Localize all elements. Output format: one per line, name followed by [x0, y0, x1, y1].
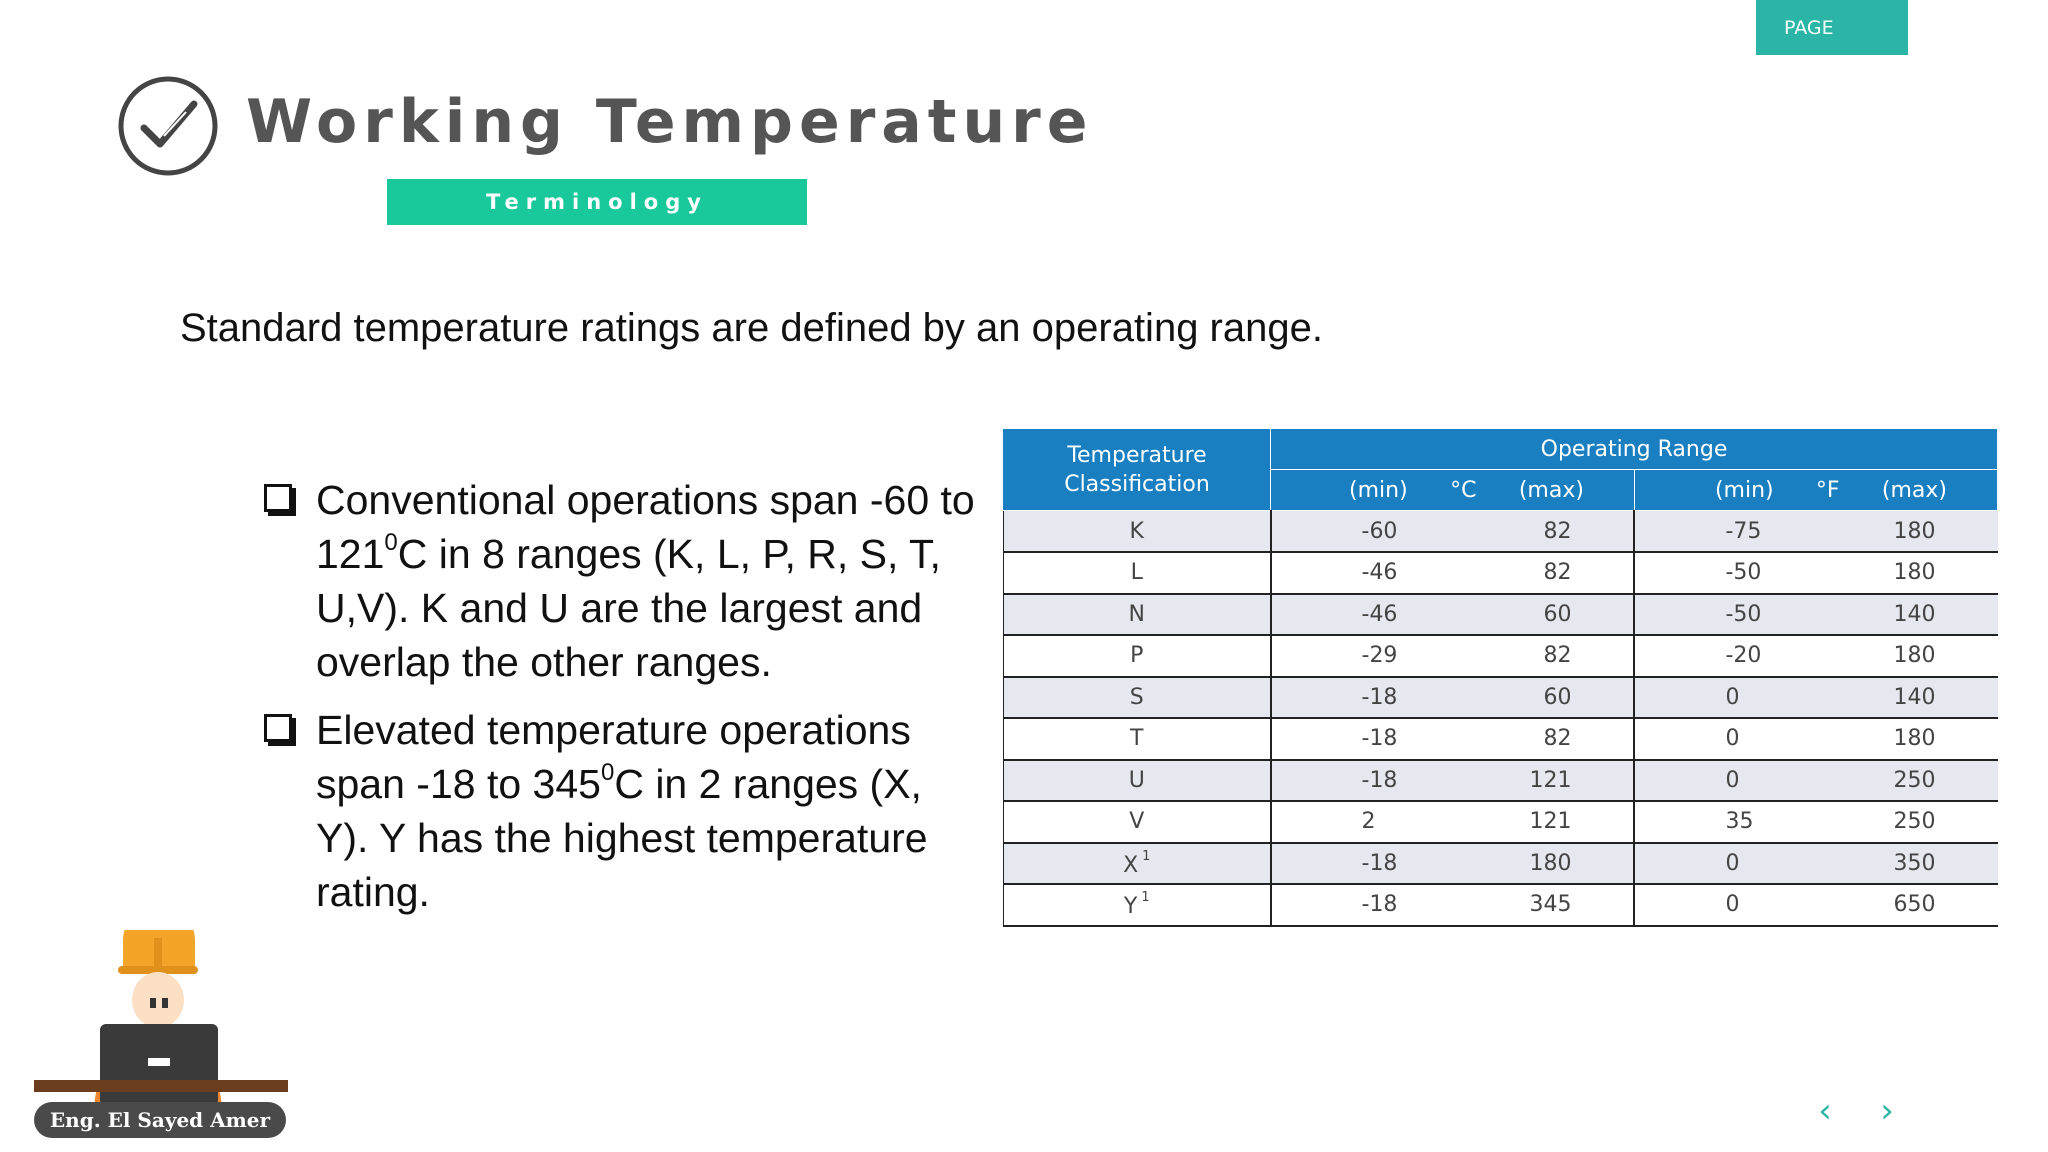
celsius-cell: -46 60: [1269, 593, 1635, 636]
class-cell: U: [1003, 759, 1271, 802]
fahrenheit-cell: -50 140: [1633, 593, 1998, 636]
table-row: Y 1 -18 345 0 650: [1003, 884, 1998, 927]
celsius-subheader: (min) °C (max): [1270, 469, 1635, 511]
table-row: X 1 -18 180 0 350: [1003, 842, 1998, 885]
table-row: P -29 82 -20 180: [1003, 635, 1998, 678]
bullet-text: Elevated temperature operations span -18…: [316, 707, 928, 915]
check-circle-icon: [118, 76, 218, 176]
temperature-table: Temperature Classification Operating Rang…: [1003, 428, 1999, 927]
intro-text: Standard temperature ratings are defined…: [180, 306, 1323, 350]
celsius-cell: -18 60: [1269, 676, 1635, 719]
class-cell: T: [1003, 718, 1271, 761]
celsius-cell: -18 180: [1269, 842, 1635, 885]
footnote-marker: 1: [1141, 890, 1150, 906]
author-badge: Eng. El Sayed Amer: [34, 1102, 286, 1138]
class-cell: V: [1003, 801, 1271, 844]
engineer-avatar: [34, 930, 288, 1110]
fahrenheit-cell: 0 250: [1633, 759, 1998, 802]
fahrenheit-cell: -20 180: [1633, 635, 1998, 678]
fahrenheit-subheader: (min) °F (max): [1633, 469, 1999, 511]
bullet-text: Conventional operations span -60 to 1210…: [316, 477, 975, 685]
chevron-right-icon[interactable]: ›: [1880, 1091, 1894, 1131]
table-row: T -18 82 0 180: [1003, 718, 1998, 761]
fahrenheit-cell: -75 180: [1633, 510, 1998, 553]
table-row: L -46 82 -50 180: [1003, 552, 1998, 595]
list-item: Elevated temperature operations span -18…: [264, 703, 984, 919]
fahrenheit-cell: 35 250: [1633, 801, 1998, 844]
page-title: Working Temperature: [246, 87, 1094, 157]
celsius-cell: -18 345: [1269, 884, 1635, 927]
page-tab[interactable]: PAGE: [1756, 0, 1908, 55]
celsius-cell: -18 121: [1269, 759, 1635, 802]
table-row: K -60 82 -75 180: [1003, 510, 1998, 553]
table-row: S -18 60 0 140: [1003, 676, 1998, 719]
classification-header: Temperature Classification: [1003, 428, 1271, 511]
fahrenheit-cell: 0 350: [1633, 842, 1998, 885]
celsius-cell: -18 82: [1269, 718, 1635, 761]
celsius-cell: -29 82: [1269, 635, 1635, 678]
footnote-marker: 1: [1142, 848, 1151, 864]
class-cell: P: [1003, 635, 1271, 678]
class-cell: S: [1003, 676, 1271, 719]
subtitle-banner: Terminology: [387, 179, 807, 225]
operating-range-header: Operating Range: [1270, 428, 1998, 470]
table-row: N -46 60 -50 140: [1003, 593, 1998, 636]
table-row: V 2 121 35 250: [1003, 801, 1998, 844]
celsius-cell: -46 82: [1269, 552, 1635, 595]
bullet-list: Conventional operations span -60 to 1210…: [264, 473, 984, 933]
class-cell: L: [1003, 552, 1271, 595]
fahrenheit-cell: 0 180: [1633, 718, 1998, 761]
class-cell: K: [1003, 510, 1271, 553]
table-row: U -18 121 0 250: [1003, 759, 1998, 802]
celsius-cell: 2 121: [1269, 801, 1635, 844]
fahrenheit-cell: 0 650: [1633, 884, 1998, 927]
fahrenheit-cell: -50 180: [1633, 552, 1998, 595]
fahrenheit-cell: 0 140: [1633, 676, 1998, 719]
celsius-cell: -60 82: [1269, 510, 1635, 553]
list-item: Conventional operations span -60 to 1210…: [264, 473, 984, 689]
chevron-left-icon[interactable]: ‹: [1818, 1091, 1832, 1131]
checkbox-bullet-icon: [264, 484, 292, 512]
checkbox-bullet-icon: [264, 714, 292, 742]
class-cell: N: [1003, 593, 1271, 636]
